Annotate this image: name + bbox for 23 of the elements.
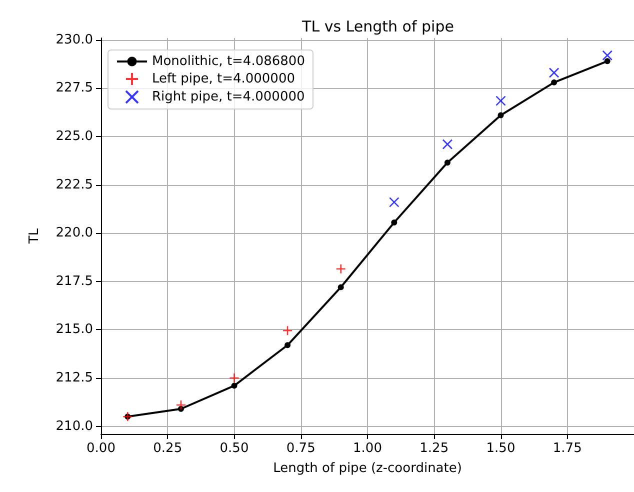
y-tick-label: 212.5 bbox=[56, 370, 93, 386]
x-tick-label: 1.50 bbox=[486, 441, 516, 456]
y-tick-label: 230.0 bbox=[56, 32, 93, 48]
x-tick-label: 1.00 bbox=[353, 441, 382, 456]
y-tick-label: 210.0 bbox=[56, 418, 93, 434]
x-tick-label: 0.50 bbox=[220, 441, 249, 456]
x-tick-label: 0.25 bbox=[153, 441, 182, 456]
legend-label: Monolithic, t=4.086800 bbox=[152, 54, 305, 69]
y-tick-label: 220.0 bbox=[56, 226, 93, 241]
x-tick-label: 1.25 bbox=[420, 441, 449, 456]
legend-label: Right pipe, t=4.000000 bbox=[152, 90, 305, 104]
y-axis-title: TL bbox=[27, 228, 42, 245]
y-tick-label: 217.5 bbox=[56, 274, 93, 289]
x-axis-title: Length of pipe (z-coordinate) bbox=[273, 461, 462, 476]
chart-title: TL vs Length of pipe bbox=[301, 18, 454, 36]
x-tick-label: 1.75 bbox=[552, 441, 582, 456]
legend-label: Left pipe, t=4.000000 bbox=[152, 72, 295, 86]
y-tick-label: 222.5 bbox=[56, 177, 93, 192]
y-tick-label: 227.5 bbox=[56, 80, 93, 96]
y-tick-label: 225.0 bbox=[56, 129, 93, 144]
y-tick-label: 215.0 bbox=[56, 322, 93, 338]
x-tick-label: 0.75 bbox=[286, 441, 316, 456]
x-tick-label: 0.00 bbox=[86, 441, 116, 456]
